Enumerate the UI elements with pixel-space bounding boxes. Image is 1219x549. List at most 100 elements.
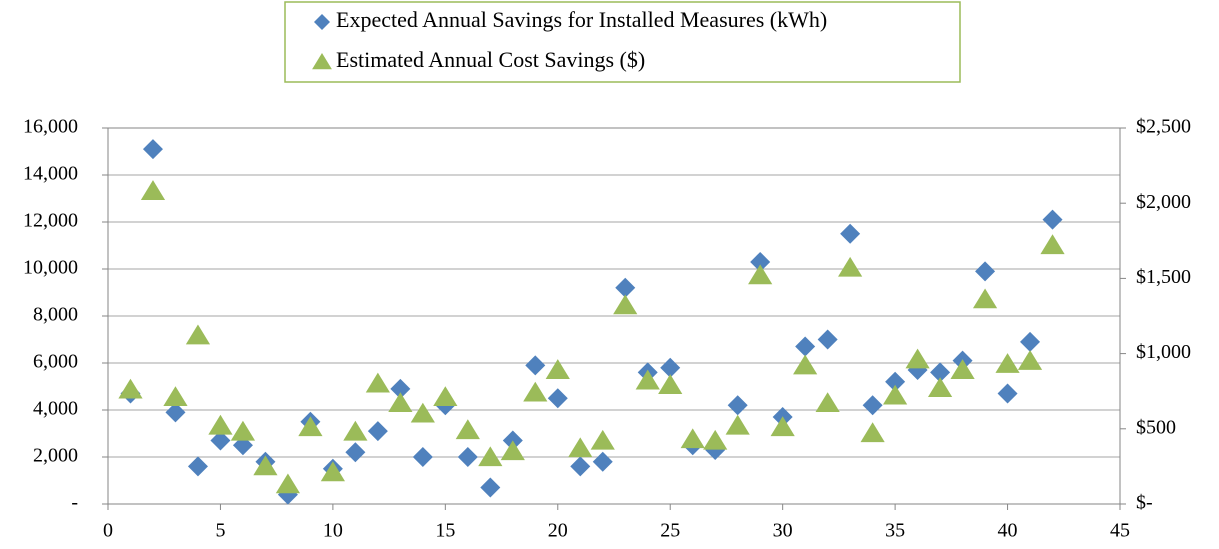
y-tick-label: 2,000: [33, 445, 78, 467]
point: [930, 362, 951, 383]
point: [727, 395, 748, 416]
point: [547, 388, 568, 409]
point: [1040, 234, 1065, 255]
point: [1042, 209, 1063, 230]
y2-tick-label: $2,000: [1136, 191, 1191, 213]
x-tick-label: 45: [1110, 520, 1130, 542]
point: [590, 429, 615, 450]
point: [817, 329, 838, 350]
point: [997, 383, 1018, 404]
point: [388, 392, 413, 413]
point: [210, 430, 231, 451]
point: [523, 381, 548, 402]
point: [793, 354, 818, 375]
point: [545, 359, 570, 379]
point: [230, 420, 256, 441]
point: [927, 377, 953, 397]
point: [658, 374, 683, 394]
point: [500, 440, 525, 461]
point: [480, 477, 501, 498]
x-tick-label: 10: [323, 520, 343, 542]
point: [187, 456, 208, 477]
point: [972, 288, 998, 309]
point: [770, 416, 795, 437]
point: [478, 446, 503, 467]
point: [1020, 331, 1041, 352]
point: [118, 378, 143, 399]
point: [1017, 350, 1043, 370]
point: [433, 386, 458, 407]
point: [185, 324, 211, 345]
point: [725, 414, 750, 435]
point: [592, 451, 613, 472]
point: [367, 421, 388, 442]
point: [390, 378, 411, 399]
y2-tick-label: $1,000: [1136, 341, 1191, 363]
point: [275, 473, 301, 494]
point: [208, 414, 233, 435]
y-tick-label: 12,000: [23, 210, 78, 232]
x-tick-label: 40: [998, 520, 1018, 542]
legend-label: Estimated Annual Cost Savings ($): [336, 47, 645, 72]
y-tick-label: 16,000: [23, 116, 78, 138]
y2-tick-label: $1,500: [1136, 266, 1191, 288]
x-tick-label: 25: [660, 520, 680, 542]
y-tick-label: -: [71, 492, 78, 514]
point: [163, 386, 188, 407]
point: [703, 429, 728, 450]
point: [862, 395, 883, 416]
point: [840, 223, 861, 244]
point: [615, 277, 636, 298]
point: [838, 256, 863, 277]
plot-border: [107, 127, 1121, 505]
point: [885, 371, 906, 392]
point: [635, 369, 660, 390]
point: [253, 455, 278, 476]
point: [298, 416, 323, 437]
legend-marker: [312, 53, 332, 70]
point: [750, 251, 771, 272]
point: [412, 447, 433, 467]
point: [883, 384, 908, 405]
point: [995, 353, 1020, 373]
legend-label: Expected Annual Savings for Installed Me…: [336, 7, 827, 32]
point: [660, 357, 681, 378]
y-tick-label: 8,000: [33, 304, 78, 326]
x-tick-label: 30: [773, 520, 793, 542]
point: [365, 372, 390, 393]
point: [410, 402, 435, 423]
legend-marker: [314, 14, 330, 30]
point: [950, 359, 975, 379]
point: [975, 261, 996, 282]
x-tick-label: 5: [215, 520, 225, 542]
point: [815, 392, 840, 413]
point: [568, 437, 593, 458]
point: [680, 428, 705, 449]
y2-tick-label: $2,500: [1136, 116, 1191, 138]
point: [140, 180, 166, 200]
y2-tick-label: $-: [1136, 492, 1153, 514]
y2-tick-label: $500: [1136, 416, 1176, 438]
point: [905, 348, 930, 369]
point: [165, 402, 186, 423]
point: [525, 355, 546, 376]
point: [860, 422, 885, 443]
y-tick-label: 4,000: [33, 398, 78, 420]
y-tick-label: 10,000: [23, 257, 78, 279]
legend-box: [284, 1, 961, 83]
point: [457, 447, 478, 467]
y-tick-label: 14,000: [23, 163, 78, 185]
point: [570, 456, 591, 477]
point: [142, 139, 163, 160]
point: [455, 419, 480, 440]
point: [345, 442, 366, 463]
point: [748, 264, 773, 285]
y-tick-label: 6,000: [33, 351, 78, 373]
point: [343, 420, 368, 441]
point: [613, 294, 638, 315]
x-tick-label: 0: [103, 520, 113, 542]
x-tick-label: 15: [435, 520, 455, 542]
x-tick-label: 20: [548, 520, 568, 542]
point: [320, 461, 345, 482]
